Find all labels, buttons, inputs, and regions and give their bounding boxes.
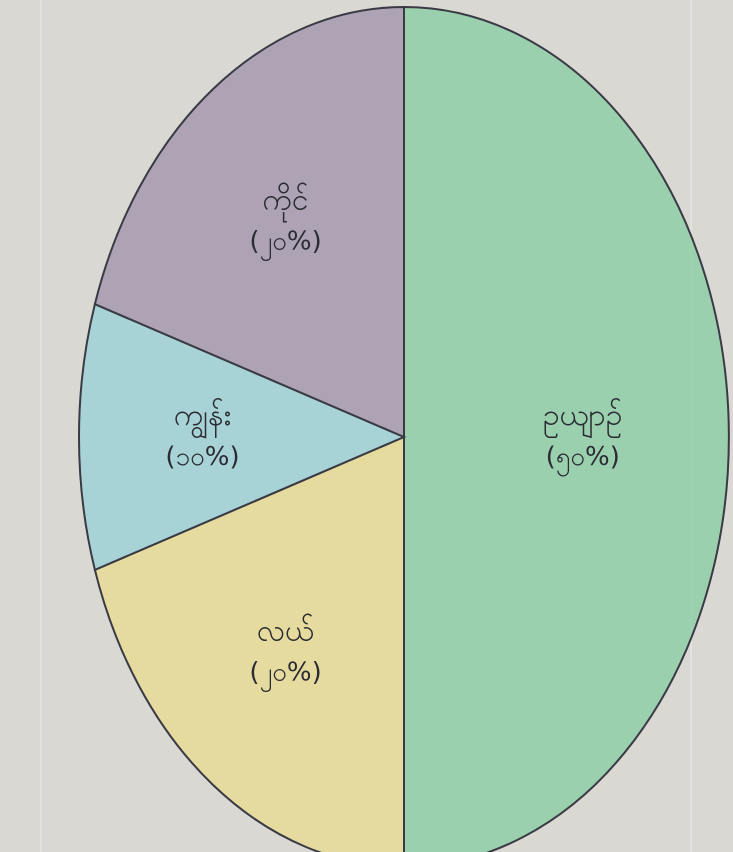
slice-value-label-2: (၁၀%)	[165, 442, 239, 472]
slice-value-label-3: (၂၀%)	[249, 226, 321, 261]
pie-slice-0	[403, 5, 730, 852]
slice-value-label-1: (၂၀%)	[249, 658, 321, 693]
slice-value-label-0: (၅၀%)	[546, 442, 620, 477]
slice-label-0: ဥယျာဉ်	[543, 398, 622, 439]
paper-crease	[40, 0, 42, 852]
slice-label-1: လယ်	[257, 614, 314, 649]
pie-slice-2	[78, 302, 407, 572]
pie-slice-3	[93, 5, 405, 439]
pie-slice-1	[93, 435, 405, 852]
pie-slices	[78, 5, 730, 852]
slice-label-3: ကိုင်	[263, 182, 309, 223]
